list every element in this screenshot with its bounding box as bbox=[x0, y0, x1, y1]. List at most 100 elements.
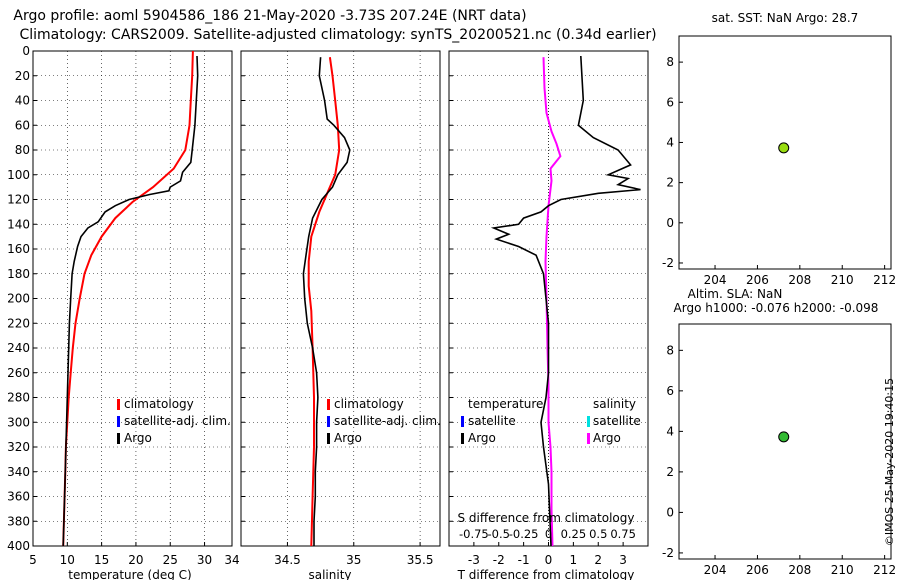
legend-argo-swatch bbox=[461, 433, 464, 444]
x-tick-label: 210 bbox=[831, 563, 854, 577]
x-tick-label: 204 bbox=[704, 273, 727, 287]
y-tick-label: 20 bbox=[15, 69, 30, 83]
difference-salinity-legend: salinity satellite Argo bbox=[587, 397, 641, 445]
y-tick-label: 220 bbox=[7, 316, 30, 330]
data-markers bbox=[778, 142, 790, 443]
sst-plot-frame bbox=[678, 35, 892, 270]
x-tick-label: 208 bbox=[788, 273, 811, 287]
sst-panel-title: sat. SST: NaN Argo: 28.7 bbox=[712, 11, 859, 25]
difference-temperature-legend: temperature satellite Argo bbox=[461, 397, 543, 445]
y-tick-label: 40 bbox=[15, 94, 30, 108]
x-tick-label: 34 bbox=[224, 553, 239, 567]
y-tick-label: 8 bbox=[666, 55, 674, 69]
y-tick-label: 360 bbox=[7, 490, 30, 504]
y-tick-label: -2 bbox=[662, 256, 674, 270]
x-tick-label: 206 bbox=[746, 273, 769, 287]
legend-salinity-heading: salinity bbox=[593, 397, 636, 411]
y-tick-label: 280 bbox=[7, 391, 30, 405]
legend-satellite-swatch bbox=[587, 416, 590, 427]
t-difference-line bbox=[490, 55, 641, 547]
x-tick-label: 10 bbox=[60, 553, 75, 567]
x-tick-label: 25 bbox=[163, 553, 178, 567]
tdiff-xlabel: T difference from climatology bbox=[457, 568, 635, 580]
s-tick-label: -0.25 bbox=[509, 527, 539, 541]
x-tick-label: -2 bbox=[493, 553, 505, 567]
x-tick-label: 210 bbox=[831, 273, 854, 287]
legend-satellite-swatch bbox=[117, 416, 120, 427]
y-tick-label: 2 bbox=[666, 176, 674, 190]
x-tick-label: 204 bbox=[704, 563, 727, 577]
y-tick-label: 260 bbox=[7, 366, 30, 380]
temperature-xlabel: temperature (deg C) bbox=[68, 568, 191, 580]
data-lines bbox=[62, 50, 641, 547]
argo-temperature-line bbox=[62, 55, 199, 547]
legend-temperature-heading: temperature bbox=[468, 397, 543, 411]
x-tick-label: 1 bbox=[570, 553, 578, 567]
y-tick-label: 6 bbox=[666, 95, 674, 109]
legend-argo-swatch bbox=[587, 433, 590, 444]
y-tick-label: 120 bbox=[7, 193, 30, 207]
axis-ticks: 0204060801001201401601802002202402602803… bbox=[7, 44, 896, 577]
y-tick-label: 6 bbox=[666, 384, 674, 398]
salinity-legend: climatology satellite-adj. clim. Argo bbox=[327, 397, 441, 445]
legend-climatology-label: climatology bbox=[124, 397, 194, 411]
x-tick-label: 208 bbox=[788, 563, 811, 577]
y-tick-label: 320 bbox=[7, 440, 30, 454]
y-tick-label: 80 bbox=[15, 143, 30, 157]
grid-lines bbox=[32, 50, 648, 547]
x-tick-label: 3 bbox=[619, 553, 627, 567]
figure-title-line2: Climatology: CARS2009. Satellite-adjuste… bbox=[19, 27, 656, 43]
imos-credit: ©IMOS 25-May-2020 19:40:15 bbox=[883, 378, 896, 546]
climatology-salinity-line bbox=[307, 57, 341, 547]
y-tick-label: 4 bbox=[666, 135, 674, 149]
s-tick-label: -0.75 bbox=[459, 527, 489, 541]
legend-argo-swatch bbox=[327, 433, 330, 444]
sdiff-top-xlabel: S difference from climatology bbox=[458, 511, 635, 525]
y-tick-label: 380 bbox=[7, 514, 30, 528]
y-tick-label: 2 bbox=[666, 465, 674, 479]
legend-satellite-swatch bbox=[327, 416, 330, 427]
sla-panel-title-line2: Argo h1000: -0.076 h2000: -0.098 bbox=[674, 301, 879, 315]
legend-argo-swatch bbox=[117, 433, 120, 444]
legend-climatology-swatch bbox=[117, 399, 120, 410]
x-tick-label: 212 bbox=[873, 273, 896, 287]
x-tick-label: 34.5 bbox=[274, 553, 301, 567]
profile-location-marker bbox=[778, 431, 790, 443]
y-tick-label: 60 bbox=[15, 118, 30, 132]
x-tick-label: 35.5 bbox=[407, 553, 434, 567]
figure-title-line1: Argo profile: aoml 5904586_186 21-May-20… bbox=[13, 8, 526, 24]
legend-argo-label: Argo bbox=[334, 431, 362, 445]
argo-salinity-line bbox=[302, 57, 351, 546]
salinity-plot-frame bbox=[240, 50, 441, 547]
temperature-plot-frame bbox=[32, 50, 233, 547]
temperature-legend: climatology satellite-adj. clim. Argo bbox=[117, 397, 231, 445]
s-tick-label: 0.25 bbox=[561, 527, 587, 541]
legend-argo-label: Argo bbox=[468, 431, 496, 445]
legend-climatology-label: climatology bbox=[334, 397, 404, 411]
y-tick-label: 0 bbox=[22, 44, 30, 58]
legend-satellite-swatch bbox=[461, 416, 464, 427]
legend-satellite-label: satellite bbox=[468, 414, 516, 428]
y-tick-label: 4 bbox=[666, 424, 674, 438]
sla-plot-frame bbox=[678, 323, 892, 560]
x-tick-label: 212 bbox=[873, 563, 896, 577]
x-tick-label: 30 bbox=[197, 553, 212, 567]
legend-argo-label: Argo bbox=[593, 431, 621, 445]
sla-panel-title-line1: Altim. SLA: NaN bbox=[688, 287, 783, 301]
profile-location-marker bbox=[778, 142, 790, 154]
x-tick-label: 35 bbox=[346, 553, 361, 567]
x-tick-label: 20 bbox=[128, 553, 143, 567]
y-tick-label: 160 bbox=[7, 242, 30, 256]
y-tick-label: 140 bbox=[7, 217, 30, 231]
s-tick-label: 0.5 bbox=[589, 527, 607, 541]
x-tick-label: 206 bbox=[746, 563, 769, 577]
x-tick-label: 5 bbox=[29, 553, 37, 567]
s-tick-label: 0 bbox=[545, 527, 552, 541]
legend-argo-label: Argo bbox=[124, 431, 152, 445]
y-tick-label: 100 bbox=[7, 168, 30, 182]
salinity-xlabel: salinity bbox=[308, 568, 351, 580]
x-tick-label: 15 bbox=[94, 553, 109, 567]
y-tick-label: 8 bbox=[666, 343, 674, 357]
y-tick-label: 0 bbox=[666, 216, 674, 230]
